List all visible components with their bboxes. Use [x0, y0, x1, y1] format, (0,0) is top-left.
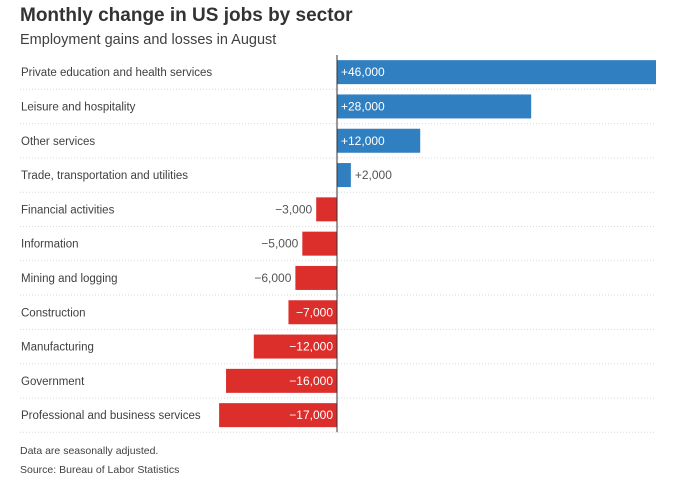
negative-bar — [253, 334, 337, 359]
data-label: −5,000 — [261, 237, 298, 251]
category-label: Government — [21, 376, 85, 388]
bar-chart: Private education and health services +46… — [20, 55, 656, 433]
chart-title: Monthly change in US jobs by sector — [20, 5, 353, 26]
category-label: Mining and logging — [21, 273, 118, 285]
positive-bar — [337, 163, 351, 188]
negative-bar — [219, 403, 337, 428]
category-label: Financial activities — [21, 204, 115, 216]
category-label: Private education and health services — [21, 67, 212, 79]
data-label: −17,000 — [289, 408, 333, 422]
negative-bar — [302, 231, 337, 256]
negative-bar — [316, 197, 337, 222]
data-label: −16,000 — [289, 374, 333, 388]
seasonal-adjustment-note: Data are seasonally adjusted. — [20, 445, 159, 457]
negative-bar — [226, 368, 337, 393]
data-label: +2,000 — [355, 168, 392, 182]
category-label: Information — [21, 239, 79, 251]
source-note: Source: Bureau of Labor Statistics — [20, 464, 180, 476]
negative-bar — [288, 300, 337, 325]
category-label: Trade, transportation and utilities — [21, 170, 188, 182]
category-label: Leisure and hospitality — [21, 101, 136, 113]
data-label: −7,000 — [296, 305, 333, 319]
category-label: Construction — [21, 307, 86, 319]
data-label: +28,000 — [341, 99, 385, 113]
data-label: +12,000 — [341, 134, 385, 148]
category-label: Manufacturing — [21, 342, 94, 354]
positive-bar — [337, 128, 421, 153]
data-label: −12,000 — [289, 340, 333, 354]
data-label: −3,000 — [275, 202, 312, 216]
positive-bar — [337, 60, 656, 85]
data-label: +46,000 — [341, 65, 385, 79]
category-label: Professional and business services — [21, 410, 201, 422]
category-label: Other services — [21, 136, 95, 148]
negative-bar — [295, 265, 337, 290]
data-label: −6,000 — [254, 271, 291, 285]
chart-subtitle: Employment gains and losses in August — [20, 32, 277, 48]
positive-bar — [337, 94, 532, 119]
